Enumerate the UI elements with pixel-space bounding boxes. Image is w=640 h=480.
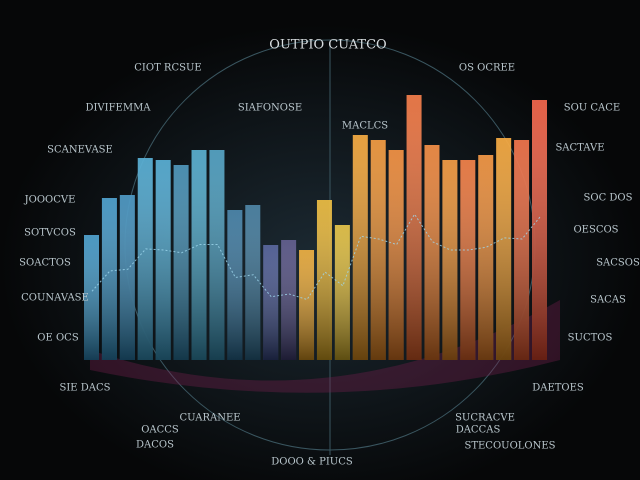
bar-shade (263, 245, 279, 360)
bar-shade (442, 160, 458, 360)
annotation: COUNAVASE (21, 293, 89, 304)
annotation: SACSOS (596, 258, 640, 269)
annotation: SIAFONOSE (238, 103, 302, 114)
bar-shade (478, 155, 494, 360)
wave (90, 300, 560, 393)
annotation: SOTVCOS (24, 228, 76, 239)
annotation: OE OCS (37, 333, 79, 344)
annotation: OS OCREE (459, 63, 515, 74)
bar-shade (352, 135, 368, 360)
annotation: SUCRACVE (455, 413, 515, 424)
annotation: SOC DOS (584, 193, 633, 204)
chart-title: OUTPIO CUATCO (269, 38, 386, 53)
annotation: SCANEVASE (47, 145, 113, 156)
bar-shade (209, 150, 225, 360)
annotation: MACLCS (342, 121, 388, 132)
annotation: SUCTOS (568, 333, 613, 344)
annotation: JOOOCVE (24, 195, 76, 206)
bar-shade (155, 160, 171, 360)
bar-shade (227, 210, 243, 360)
annotation: SOACTOS (19, 258, 71, 269)
annotation: DIVIFEMMA (85, 103, 151, 114)
bar-shade (406, 95, 422, 360)
annotation: SOU CACE (564, 103, 620, 114)
annotation: SACTAVE (555, 143, 604, 154)
annotation: SIE DACS (59, 383, 110, 394)
bar-shade (299, 250, 315, 360)
bar-shade (191, 150, 207, 360)
bar-shade (281, 240, 297, 360)
annotation: STECOUOLONES (464, 441, 555, 452)
annotation: SACAS (590, 295, 626, 306)
bar-shade (173, 165, 189, 360)
bar-shade (424, 145, 440, 360)
annotation: DAETOES (532, 383, 584, 394)
annotation: CIOT RCSUE (134, 63, 201, 74)
bar-shade (245, 205, 261, 360)
bar-shade (514, 140, 530, 360)
annotation: DOOO & PIUCS (271, 457, 353, 468)
annotation: OACCS (141, 425, 179, 436)
trend-line (91, 213, 541, 301)
annotation: DACCAS (456, 425, 501, 436)
bar-shade (119, 195, 135, 360)
annotation: CUARANEE (179, 413, 240, 424)
annotation: DACOS (136, 440, 174, 451)
bar-shade (370, 140, 386, 360)
annotation: OESCOS (573, 225, 618, 236)
bar-shade (101, 198, 117, 360)
bar-shade (334, 225, 350, 360)
bar-shade (137, 158, 153, 360)
bar-shade (388, 150, 404, 360)
bar-shade (496, 138, 512, 360)
bar-shade (460, 160, 476, 360)
bar-shade (532, 100, 547, 360)
bar-shade (84, 235, 99, 360)
bar-shade (316, 200, 332, 360)
